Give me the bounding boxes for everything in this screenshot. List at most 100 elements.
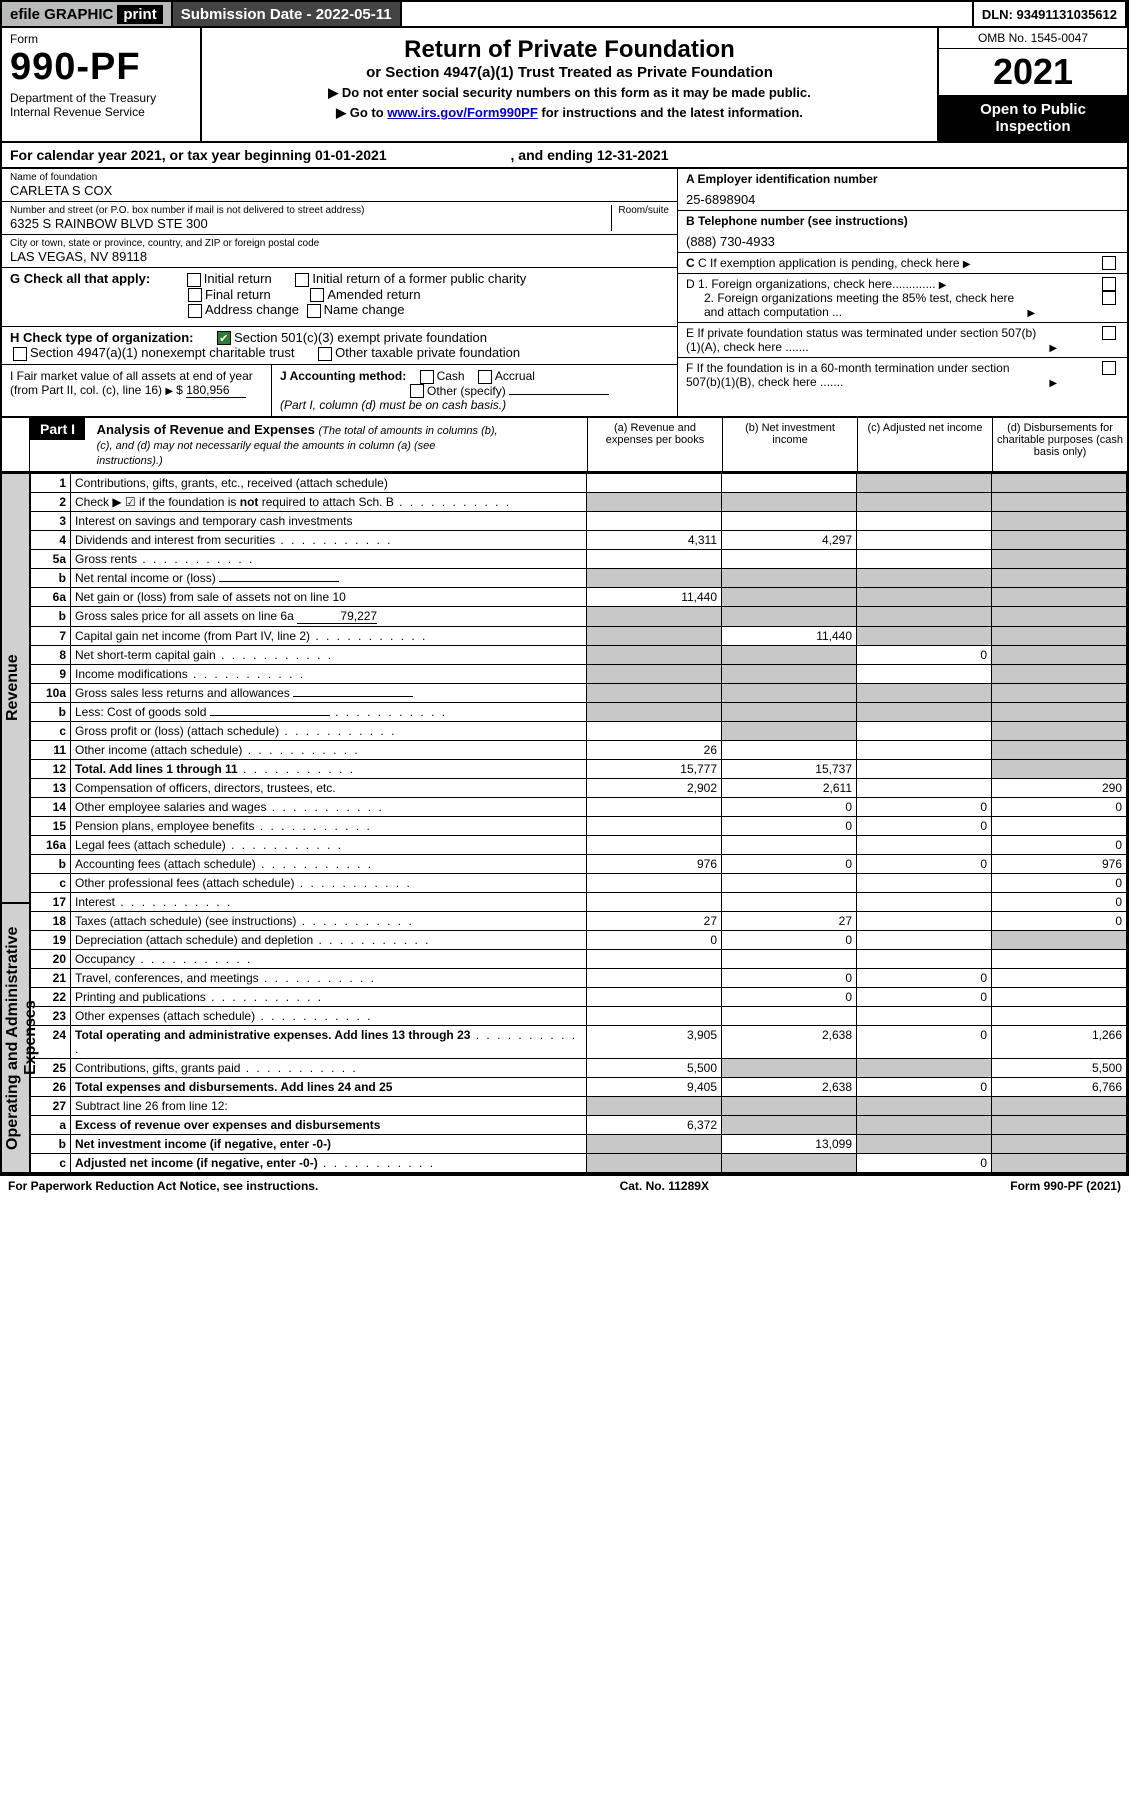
table-row: cOther professional fees (attach schedul… [31, 874, 1127, 893]
ein-label: A Employer identification number [686, 172, 1119, 186]
cell-b: 0 [722, 931, 857, 950]
chk-f[interactable] [1102, 361, 1116, 375]
e-label: E If private foundation status was termi… [686, 326, 1046, 354]
table-row: 13Compensation of officers, directors, t… [31, 779, 1127, 798]
j-note: (Part I, column (d) must be on cash basi… [280, 398, 506, 412]
line-description: Adjusted net income (if negative, enter … [71, 1154, 587, 1173]
line-number: 4 [31, 531, 71, 550]
e-cell: E If private foundation status was termi… [678, 323, 1127, 358]
irs-link[interactable]: www.irs.gov/Form990PF [387, 105, 538, 120]
cell-c [857, 684, 992, 703]
cell-d [992, 969, 1127, 988]
cell-b [722, 512, 857, 531]
line-description: Net investment income (if negative, ente… [71, 1135, 587, 1154]
lbl-amended: Amended return [327, 287, 420, 302]
print-button[interactable]: print [117, 5, 162, 24]
top-bar: efile GRAPHIC print Submission Date - 20… [0, 0, 1129, 28]
line-number: 20 [31, 950, 71, 969]
footer-right: Form 990-PF (2021) [1010, 1179, 1121, 1193]
cal-pre: For calendar year 2021, or tax year begi… [10, 147, 315, 163]
line-description: Gross profit or (loss) (attach schedule) [71, 722, 587, 741]
cell-c: 0 [857, 1026, 992, 1059]
chk-d2[interactable] [1102, 291, 1116, 305]
cell-b: 2,638 [722, 1026, 857, 1059]
chk-accrual[interactable] [478, 370, 492, 384]
city-label: City or town, state or province, country… [10, 238, 669, 249]
line-number: c [31, 874, 71, 893]
cell-a [587, 684, 722, 703]
cell-b: 2,638 [722, 1078, 857, 1097]
cell-c [857, 931, 992, 950]
line-description: Compensation of officers, directors, tru… [71, 779, 587, 798]
table-row: 26Total expenses and disbursements. Add … [31, 1078, 1127, 1097]
line-description: Gross sales less returns and allowances [71, 684, 587, 703]
foundation-name: CARLETA S COX [10, 183, 669, 198]
line-number: c [31, 722, 71, 741]
cell-d [992, 760, 1127, 779]
line-description: Printing and publications [71, 988, 587, 1007]
cell-b: 27 [722, 912, 857, 931]
line-description: Excess of revenue over expenses and disb… [71, 1116, 587, 1135]
cell-b [722, 588, 857, 607]
ij-section: I Fair market value of all assets at end… [2, 365, 677, 417]
col-a-hdr: (a) Revenue and expenses per books [587, 418, 722, 471]
footer-left: For Paperwork Reduction Act Notice, see … [8, 1179, 318, 1193]
cell-a [587, 1007, 722, 1026]
cell-a [587, 988, 722, 1007]
room-suite: Room/suite [611, 205, 669, 231]
cell-c: 0 [857, 817, 992, 836]
line-number: 6a [31, 588, 71, 607]
cell-a [587, 950, 722, 969]
line-number: 8 [31, 646, 71, 665]
lbl-initial-former: Initial return of a former public charit… [312, 271, 526, 286]
part1-title: Analysis of Revenue and Expenses [97, 422, 315, 437]
main-grid: Revenue Operating and Administrative Exp… [0, 473, 1129, 1175]
chk-name-change[interactable] [307, 304, 321, 318]
rot-opex: Operating and Administrative Expenses [2, 903, 30, 1173]
chk-cash[interactable] [420, 370, 434, 384]
line-number: 15 [31, 817, 71, 836]
line-description: Other income (attach schedule) [71, 741, 587, 760]
line-number: b [31, 855, 71, 874]
chk-501c3[interactable] [217, 331, 231, 345]
line-description: Capital gain net income (from Part IV, l… [71, 627, 587, 646]
cell-b [722, 1154, 857, 1173]
chk-final-return[interactable] [188, 288, 202, 302]
cell-d [992, 703, 1127, 722]
chk-c[interactable] [1102, 256, 1116, 270]
cell-c [857, 1116, 992, 1135]
cell-c: 0 [857, 855, 992, 874]
i-arrow [165, 383, 176, 397]
form-subtitle: or Section 4947(a)(1) Trust Treated as P… [212, 64, 927, 81]
lbl-4947: Section 4947(a)(1) nonexempt charitable … [30, 345, 294, 360]
c-label: C If exemption application is pending, c… [698, 256, 960, 270]
cell-b [722, 1059, 857, 1078]
cell-d [992, 931, 1127, 950]
cell-b [722, 836, 857, 855]
table-row: bNet rental income or (loss) [31, 569, 1127, 588]
cell-b [722, 684, 857, 703]
chk-e[interactable] [1102, 326, 1116, 340]
chk-other-tax[interactable] [318, 347, 332, 361]
table-row: 4Dividends and interest from securities4… [31, 531, 1127, 550]
chk-initial-former[interactable] [295, 273, 309, 287]
table-row: 24Total operating and administrative exp… [31, 1026, 1127, 1059]
chk-4947[interactable] [13, 347, 27, 361]
chk-amended[interactable] [310, 288, 324, 302]
chk-d1[interactable] [1102, 277, 1116, 291]
submission-date: Submission Date - 2022-05-11 [173, 2, 402, 26]
cell-b [722, 665, 857, 684]
part1-badge: Part I [30, 418, 85, 440]
cell-b [722, 569, 857, 588]
chk-initial-return[interactable] [187, 273, 201, 287]
cell-a: 27 [587, 912, 722, 931]
cell-b: 0 [722, 988, 857, 1007]
line-number: 18 [31, 912, 71, 931]
chk-other-method[interactable] [410, 384, 424, 398]
cell-b: 0 [722, 969, 857, 988]
cell-d [992, 988, 1127, 1007]
line-description: Interest on savings and temporary cash i… [71, 512, 587, 531]
cell-a [587, 493, 722, 512]
cell-b [722, 1007, 857, 1026]
chk-address-change[interactable] [188, 304, 202, 318]
